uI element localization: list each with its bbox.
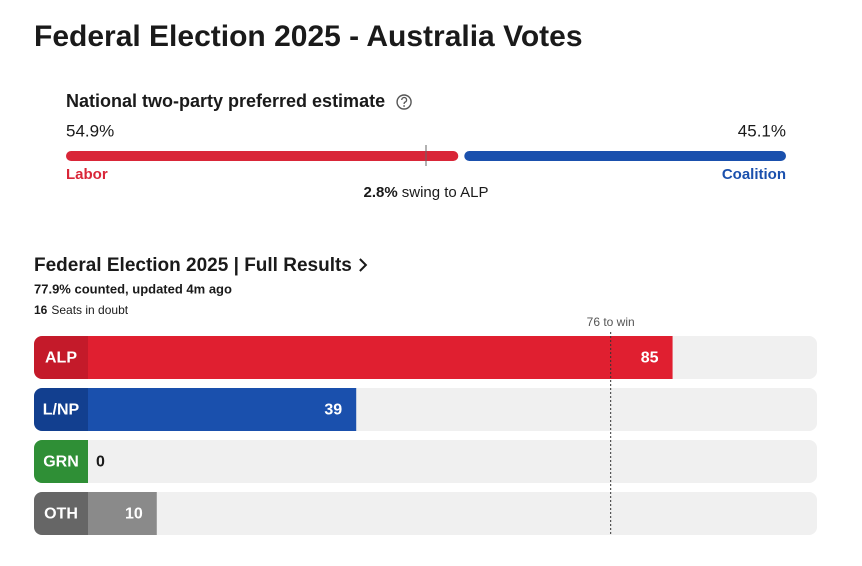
target-label: 76 to win [587,315,635,329]
track [34,440,817,483]
tpp-value: 54.9% [66,121,114,140]
legend-label: Coalition [722,166,786,183]
chevron-icon[interactable] [359,258,368,272]
party-label-box [34,492,88,535]
seat-value: 0 [96,454,105,471]
tpp-bar [464,151,786,161]
track [34,492,817,535]
seat-value: 85 [641,350,659,367]
party-label-box [34,336,88,379]
seat-row [34,492,817,535]
swing-text: swing to ALP [402,184,489,201]
results-title[interactable]: Federal Election 2025 | Full Results [34,255,352,276]
seats-in-doubt: 16 Seats in doubt [34,303,129,317]
seat-value: 10 [125,506,143,523]
seat-bar [88,492,157,535]
party-label: L/NP [43,402,80,419]
party-label-box [34,388,88,431]
seat-value: 39 [324,402,342,419]
seats-in-doubt-count: 16 [34,303,48,317]
party-label: ALP [45,350,77,367]
seat-bar [88,388,357,431]
seat-row [34,440,817,483]
seat-bar [88,336,673,379]
party-label: GRN [43,454,79,471]
legend-label: Labor [66,166,108,183]
page-title: Federal Election 2025 - Australia Votes [34,20,583,53]
tpp-value: 45.1% [738,121,786,140]
results-subtitle: 77.9% counted, updated 4m ago [34,281,232,296]
seat-row [34,388,817,431]
seat-row [34,336,817,379]
party-label-box [34,440,88,483]
help-icon[interactable] [396,94,412,110]
tpp-title: National two-party preferred estimate [66,91,385,111]
seats-in-doubt-text: Seats in doubt [51,303,128,317]
tpp-bar [66,151,459,161]
swing-note: 2.8% swing to ALP [364,184,489,201]
swing-value: 2.8% [364,184,398,201]
party-label: OTH [44,506,78,523]
